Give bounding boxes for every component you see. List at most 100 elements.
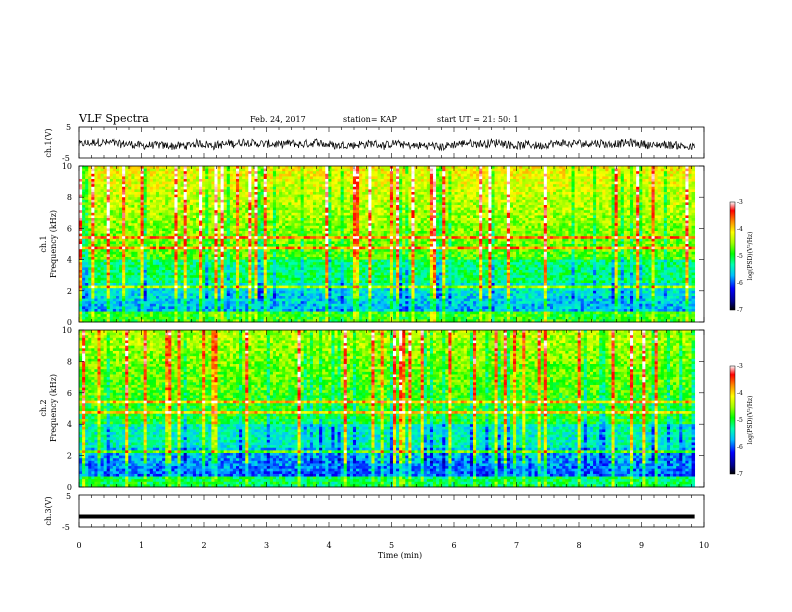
spectrogram-cell	[214, 215, 218, 219]
spectrogram-cell	[248, 184, 252, 188]
spectrogram-cell	[291, 218, 295, 221]
spectrogram-cell	[306, 184, 311, 188]
spectrogram-cell	[235, 207, 240, 211]
spectrogram-cell	[485, 176, 489, 180]
spectrogram-cell	[88, 194, 92, 198]
spectrogram-cell	[445, 176, 449, 180]
spectrogram-cell	[312, 179, 317, 182]
spectrogram-cell	[463, 207, 468, 211]
spectrogram-cell	[583, 199, 588, 203]
spectrogram-cell	[663, 212, 668, 216]
spectrogram-cell	[513, 202, 517, 206]
spectrogram-cell	[488, 168, 492, 172]
spectrogram-cell	[94, 212, 98, 216]
spectrogram-cell	[540, 179, 545, 182]
spectrogram-cell	[269, 199, 274, 203]
spectrogram-cell	[402, 210, 406, 214]
spectrogram-cell	[574, 205, 579, 208]
spectrogram-cell	[362, 176, 366, 180]
spectrogram-cell	[396, 168, 400, 172]
spectrogram-cell	[543, 218, 548, 221]
spectrogram-cell	[460, 189, 465, 193]
spectrogram-cell	[463, 192, 468, 195]
spectrogram-cell	[405, 212, 409, 216]
spectrogram-cell	[177, 194, 181, 198]
spectrogram-cell	[386, 179, 391, 182]
spectrogram-cell	[426, 207, 431, 211]
spectrogram-cell	[426, 189, 431, 193]
spectrogram-cell	[454, 223, 459, 227]
spectrogram-cell	[673, 218, 677, 221]
spectrogram-cell	[491, 218, 495, 221]
spectrogram-cell	[396, 176, 400, 180]
spectrogram-cell	[399, 171, 403, 175]
spectrogram-cell	[639, 176, 643, 180]
spectrogram-cell	[294, 225, 298, 229]
spectrogram-cell	[682, 171, 686, 175]
spectrogram-cell	[423, 205, 428, 208]
spectrogram-cell	[593, 218, 597, 221]
spectrogram-cell	[149, 218, 154, 221]
spectrogram-cell	[282, 212, 286, 216]
spectrogram-cell	[103, 184, 108, 188]
spectrogram-cell	[568, 173, 572, 177]
spectrogram-cell	[429, 192, 434, 195]
spectrogram-cell	[411, 218, 415, 221]
spectrogram-cell	[500, 215, 505, 219]
spectrogram-cell	[525, 215, 529, 219]
spectrogram-cell	[263, 176, 268, 180]
spectrogram-cell	[146, 189, 151, 193]
spectrogram-cell	[626, 197, 631, 201]
spectrogram-cell	[125, 207, 129, 211]
spectrogram-cell	[159, 205, 163, 208]
spectrogram-cell	[155, 223, 160, 227]
spectrogram-cell	[639, 192, 643, 195]
spectrogram-cell	[420, 173, 425, 177]
spectrogram-cell	[119, 184, 123, 188]
spectrogram-cell	[549, 220, 554, 224]
spectrogram-cell	[454, 210, 459, 214]
spectrogram-cell	[377, 199, 382, 203]
spectrogram-cell	[651, 166, 656, 169]
spectrogram-cell	[100, 225, 105, 229]
spectrogram-cell	[282, 225, 286, 229]
spectrogram-cell	[617, 223, 622, 227]
spectrogram-cell	[115, 223, 120, 227]
spectrogram-cell	[245, 166, 249, 169]
spectrogram-cell	[420, 186, 425, 190]
spectrogram-cell	[189, 220, 194, 224]
spectrogram-cell	[389, 225, 394, 229]
spectrogram-cell	[577, 194, 582, 198]
spectrogram-cell	[426, 225, 431, 229]
spectrogram-cell	[448, 210, 452, 214]
spectrogram-cell	[562, 220, 566, 224]
spectrogram-cell	[91, 192, 95, 195]
spectrogram-cell	[420, 212, 425, 216]
spectrogram-cell	[328, 168, 332, 172]
spectrogram-cell	[343, 192, 348, 195]
spectrogram-cell	[309, 186, 314, 190]
spectrogram-cell	[531, 202, 535, 206]
spectrogram-cell	[103, 220, 108, 224]
spectrogram-cell	[79, 228, 83, 232]
spectrogram-cell	[174, 225, 178, 229]
spectrogram-cell	[300, 202, 305, 206]
spectrogram-cell	[482, 192, 486, 195]
spectrogram-cell	[429, 171, 434, 175]
spectrogram-cell	[556, 192, 560, 195]
spectrogram-cell	[556, 176, 560, 180]
spectrogram-cell	[220, 205, 225, 208]
spectrogram-cell	[245, 223, 249, 227]
spectrogram-cell	[663, 220, 668, 224]
spectrogram-cell	[254, 168, 258, 172]
spectrogram-cell	[303, 210, 308, 214]
spectrogram-cell	[263, 212, 268, 216]
spectrogram-cell	[383, 194, 388, 198]
spectrogram-cell	[223, 215, 228, 219]
spectrogram-cell	[143, 218, 148, 221]
spectrogram-cell	[562, 202, 566, 206]
spectrogram-cell	[583, 215, 588, 219]
spectrogram-cell	[432, 179, 437, 182]
spectrogram-cell	[174, 210, 178, 214]
spectrogram-cell	[642, 210, 646, 214]
